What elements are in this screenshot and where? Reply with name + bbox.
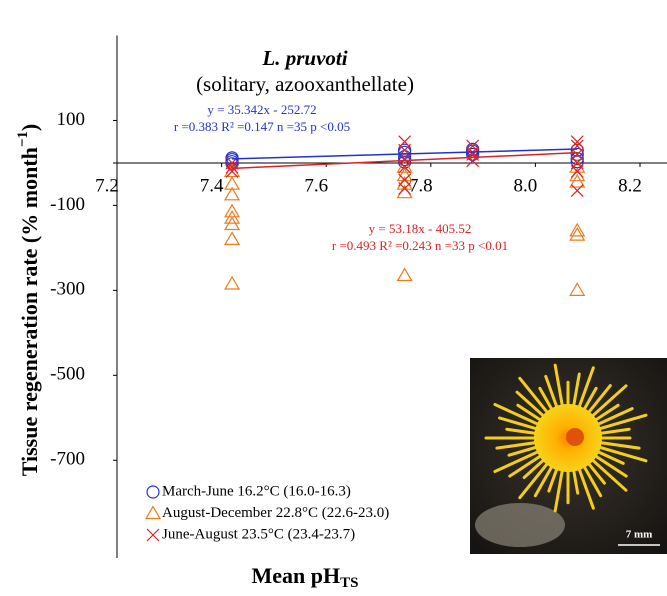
x-tick-label: 8.2 (618, 175, 642, 196)
y-axis-title-text: Tissue regeneration rate (% month (17, 147, 42, 476)
x-tick-label: 7.2 (95, 175, 119, 196)
point (571, 156, 583, 168)
point (398, 269, 412, 281)
legend-marker (147, 529, 159, 541)
y-axis-title-end: ) (17, 124, 42, 131)
x-tick-label: 8.0 (514, 175, 538, 196)
legend-label: March-June 16.2°C (16.0-16.3) (162, 483, 351, 499)
x-axis-title: Mean pHTS (252, 563, 359, 591)
y-axis-title: Tissue regeneration rate (% month−1) (15, 124, 42, 477)
y-axis-title-sup: −1 (15, 131, 31, 147)
point (225, 232, 239, 244)
fit-stats: r =0.383 R² =0.147 n =35 p <0.05 (174, 119, 350, 134)
y-tick-label: -100 (50, 194, 85, 215)
photo-scale-label: 7 mm (626, 529, 653, 541)
legend-marker (147, 486, 159, 498)
point (570, 283, 584, 295)
legend-label: August-December 22.8°C (22.6-23.0) (162, 505, 389, 521)
point (571, 185, 583, 197)
y-tick-label: 100 (57, 109, 86, 130)
legend-label: June-August 23.5°C (23.4-23.7) (162, 526, 355, 542)
x-tick-label: 7.6 (304, 175, 328, 196)
point (570, 224, 584, 236)
y-tick-label: -500 (50, 364, 85, 385)
x-tick-label: 7.8 (409, 175, 433, 196)
chart-subtitle: (solitary, azooxanthellate) (196, 72, 414, 96)
photo-rock (475, 503, 565, 547)
x-tick-label: 7.4 (200, 175, 224, 196)
x-axis-title-text: Mean pH (252, 563, 341, 588)
chart: L. pruvoti (solitary, azooxanthellate) T… (0, 0, 667, 596)
y-tick-label: -700 (50, 449, 85, 470)
photo-inset: 7 mm (470, 358, 667, 554)
fit-equation: y = 35.342x - 252.72 (207, 102, 316, 117)
fit-equation: y = 53.18x - 405.52 (369, 221, 472, 236)
point (570, 228, 584, 240)
point (225, 277, 239, 289)
y-tick-label: -300 (50, 279, 85, 300)
photo-mouth (566, 428, 584, 446)
chart-title: L. pruvoti (261, 46, 347, 70)
fit-stats: r =0.493 R² =0.243 n =33 p <0.01 (332, 238, 508, 253)
x-axis-title-sub: TS (340, 575, 358, 591)
legend-marker (146, 507, 160, 519)
